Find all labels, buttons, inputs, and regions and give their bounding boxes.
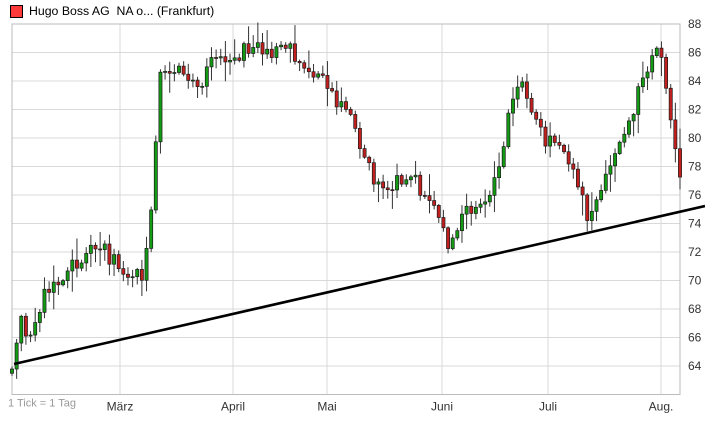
svg-text:70: 70 bbox=[688, 274, 702, 288]
svg-text:76: 76 bbox=[688, 188, 702, 202]
svg-text:82: 82 bbox=[688, 103, 702, 117]
svg-text:72: 72 bbox=[688, 245, 702, 259]
svg-text:März: März bbox=[107, 400, 134, 414]
svg-text:April: April bbox=[221, 400, 245, 414]
svg-text:Mai: Mai bbox=[317, 400, 336, 414]
svg-text:80: 80 bbox=[688, 131, 702, 145]
svg-text:78: 78 bbox=[688, 160, 702, 174]
svg-text:Juni: Juni bbox=[431, 400, 453, 414]
svg-text:66: 66 bbox=[688, 331, 702, 345]
svg-text:1 Tick = 1 Tag: 1 Tick = 1 Tag bbox=[8, 398, 76, 410]
svg-text:84: 84 bbox=[688, 74, 702, 88]
svg-text:64: 64 bbox=[688, 359, 702, 373]
svg-text:Aug.: Aug. bbox=[649, 400, 674, 414]
svg-text:86: 86 bbox=[688, 46, 702, 60]
svg-text:88: 88 bbox=[688, 17, 702, 31]
svg-text:Juli: Juli bbox=[539, 400, 557, 414]
svg-text:68: 68 bbox=[688, 302, 702, 316]
svg-text:74: 74 bbox=[688, 217, 702, 231]
